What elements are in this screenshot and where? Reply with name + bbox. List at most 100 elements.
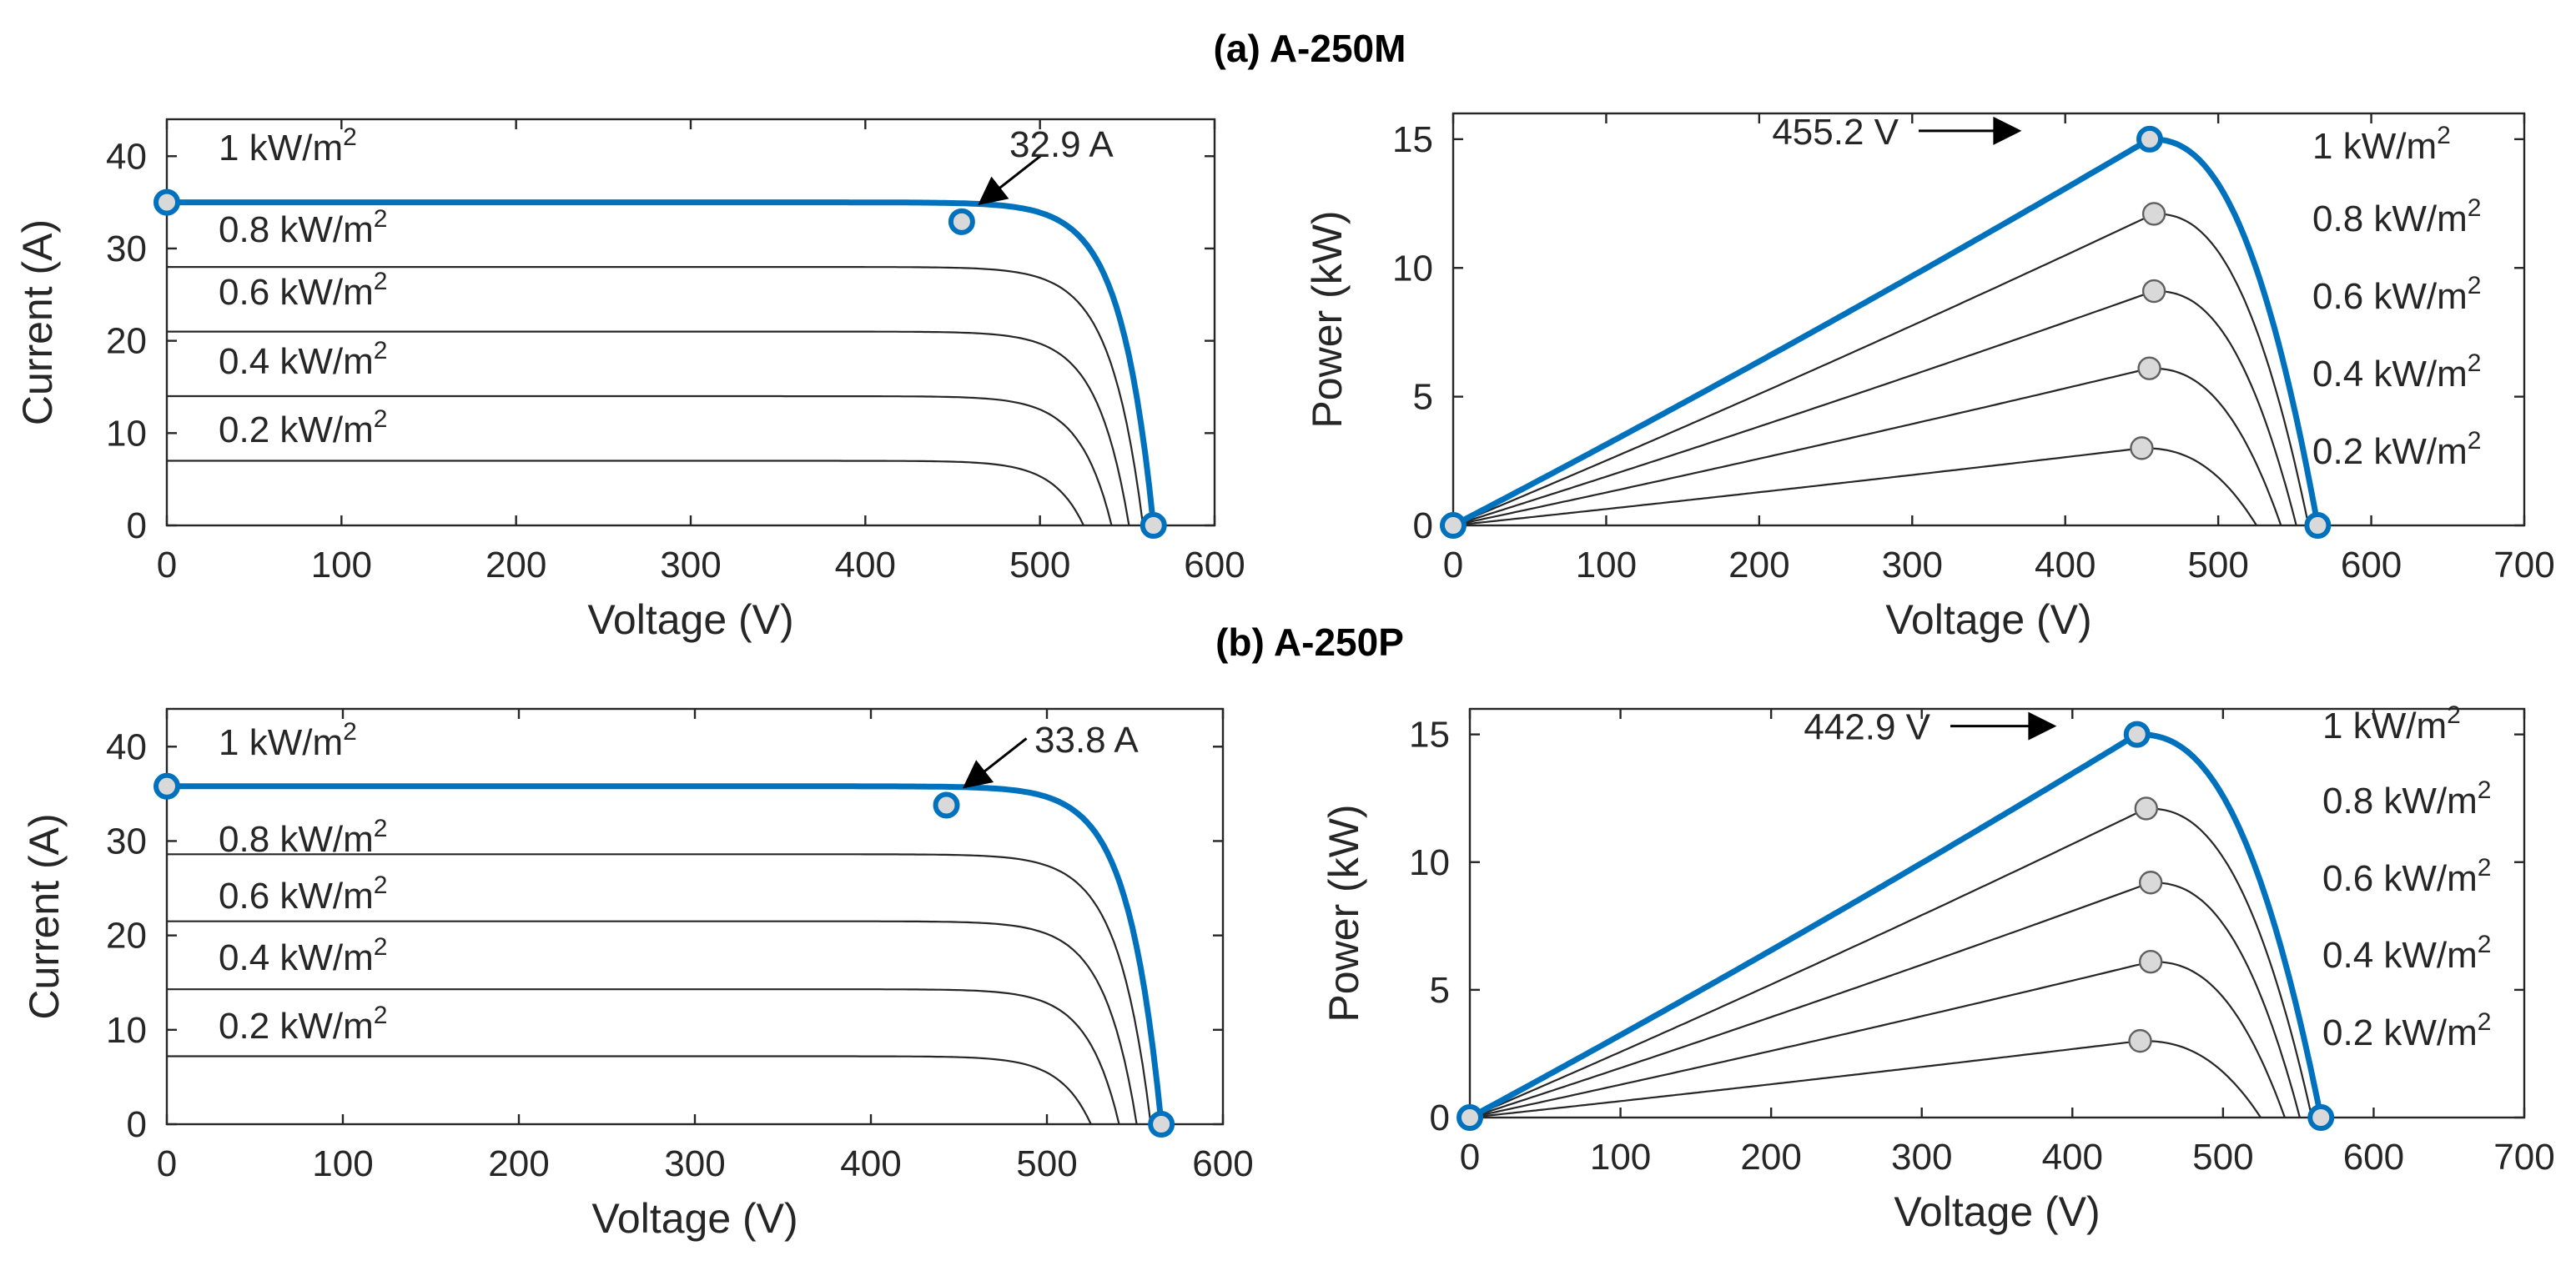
data-point	[2130, 436, 2154, 460]
series-label-superscript: 2	[2478, 931, 2492, 958]
series-label-text: 0.4 kW/m	[219, 341, 374, 382]
series-line	[167, 783, 1165, 1125]
y-tick-label: 5	[1413, 377, 1433, 418]
x-tick-label: 400	[835, 545, 896, 585]
data-point	[153, 772, 180, 800]
series-label-text: 0.8 kW/m	[2322, 781, 2478, 821]
data-point	[1140, 512, 1167, 539]
x-axis-label: Voltage (V)	[1885, 596, 2091, 643]
y-tick-label: 0	[127, 505, 147, 546]
annotation-label: 455.2 V	[1772, 112, 1899, 153]
series-label: 0.6 kW/m2	[2312, 272, 2481, 317]
series-label: 1 kW/m2	[219, 718, 357, 763]
x-tick-label: 600	[2341, 545, 2402, 585]
x-tick-label: 100	[1590, 1137, 1651, 1178]
x-tick-label: 300	[660, 545, 721, 585]
y-tick-label: 15	[1409, 715, 1450, 756]
series-label: 0.4 kW/m2	[2322, 931, 2491, 976]
series-line	[167, 1055, 1092, 1125]
series-label-superscript: 2	[2478, 854, 2492, 882]
data-point	[2123, 721, 2151, 748]
series-label-text: 0.4 kW/m	[2312, 354, 2468, 394]
x-tick-label: 500	[1016, 1143, 1077, 1184]
series-label: 0.2 kW/m2	[2312, 427, 2481, 472]
series-label-text: 0.8 kW/m	[2312, 198, 2468, 239]
axes-box	[165, 707, 1225, 1126]
series-label-superscript: 2	[2437, 122, 2451, 149]
series-label: 0.6 kW/m2	[2322, 854, 2491, 899]
chart-b-current-voltage: 0 100 200 300 400 500 600 0 10 20 30 40 Voltage (V) C…	[21, 707, 1254, 1242]
series-label-superscript: 2	[2478, 1008, 2492, 1036]
data-point	[2137, 356, 2161, 380]
series-label-text: 0.6 kW/m	[219, 876, 374, 917]
series-label: 1 kW/m2	[2322, 701, 2461, 746]
x-tick-label: 100	[311, 545, 372, 585]
x-tick-label: 400	[2042, 1137, 2103, 1178]
series-line	[1452, 213, 2310, 527]
series-label-superscript: 2	[374, 872, 388, 899]
series-label-superscript: 2	[374, 405, 388, 433]
annotation-label: 442.9 V	[1804, 707, 1930, 748]
x-tick-label: 400	[2035, 545, 2096, 585]
x-tick-label: 200	[488, 1143, 549, 1184]
series-label-text: 1 kW/m	[2312, 126, 2437, 167]
y-tick-label: 10	[106, 1010, 147, 1051]
y-tick-label: 10	[1392, 248, 1433, 289]
series-label-superscript: 2	[374, 815, 388, 842]
data-point	[1457, 1104, 1483, 1131]
data-point	[2141, 202, 2166, 226]
x-tick-label: 600	[1184, 545, 1245, 585]
series-line	[1469, 882, 2301, 1119]
x-tick-label: 200	[1740, 1137, 1801, 1178]
x-tick-label: 400	[840, 1143, 901, 1184]
chart-a-current-voltage: 0 100 200 300 400 500 600 0 10 20 30 40 Voltage (V) C…	[14, 118, 1245, 643]
series-line	[167, 460, 1084, 526]
section-title-a: (a) A-250M	[1214, 27, 1406, 70]
x-tick-label: 500	[2192, 1137, 2253, 1178]
data-point	[948, 208, 975, 235]
x-tick-label: 700	[2493, 545, 2554, 585]
series-label: 0.4 kW/m2	[2312, 349, 2481, 394]
annotation-label: 33.8 A	[1034, 720, 1139, 761]
y-axis-label: Current (A)	[21, 813, 68, 1019]
series-label-superscript: 2	[2447, 701, 2461, 729]
y-axis-label: Current (A)	[14, 219, 61, 425]
annotation-label: 32.9 A	[1009, 124, 1114, 165]
series-label-text: 0.8 kW/m	[219, 819, 374, 860]
chart-b-power-voltage: 0 100 200 300 400 500 600 700 0 5 10 15 Voltage (V) P…	[1321, 701, 2555, 1235]
series-line	[1452, 136, 2321, 529]
series-label-text: 0.8 kW/m	[219, 209, 374, 250]
data-point	[2136, 125, 2163, 153]
series-label-text: 0.6 kW/m	[2322, 858, 2478, 899]
section-title-b: (b) A-250P	[1215, 620, 1404, 664]
x-tick-label: 300	[664, 1143, 725, 1184]
x-tick-label: 200	[486, 545, 546, 585]
series-line	[1452, 289, 2297, 527]
series-label-text: 0.4 kW/m	[219, 937, 374, 978]
y-tick-label: 40	[106, 136, 147, 177]
y-axis-label: Power (kW)	[1304, 210, 1351, 428]
y-tick-label: 20	[106, 321, 147, 362]
y-tick-label: 0	[127, 1104, 147, 1145]
series-line	[167, 394, 1113, 526]
x-tick-label: 0	[1460, 1137, 1480, 1178]
series-label-superscript: 2	[374, 337, 388, 364]
axes-box	[1452, 112, 2526, 527]
x-tick-label: 500	[1009, 545, 1070, 585]
series-line	[167, 988, 1120, 1125]
data-point	[1440, 512, 1467, 539]
axes-box	[165, 118, 1216, 527]
x-axis-label: Voltage (V)	[591, 1195, 797, 1242]
series-label: 0.8 kW/m2	[219, 205, 387, 250]
series-label-superscript: 2	[374, 1002, 388, 1029]
series-label-text: 0.2 kW/m	[219, 409, 374, 450]
x-tick-label: 300	[1882, 545, 1943, 585]
y-tick-label: 40	[106, 726, 147, 767]
series-line	[1469, 961, 2286, 1119]
x-tick-label: 600	[1192, 1143, 1253, 1184]
y-tick-label: 10	[1409, 842, 1450, 883]
data-point	[1148, 1111, 1175, 1138]
series-label-text: 0.4 kW/m	[2322, 935, 2478, 976]
x-tick-label: 300	[1891, 1137, 1952, 1178]
